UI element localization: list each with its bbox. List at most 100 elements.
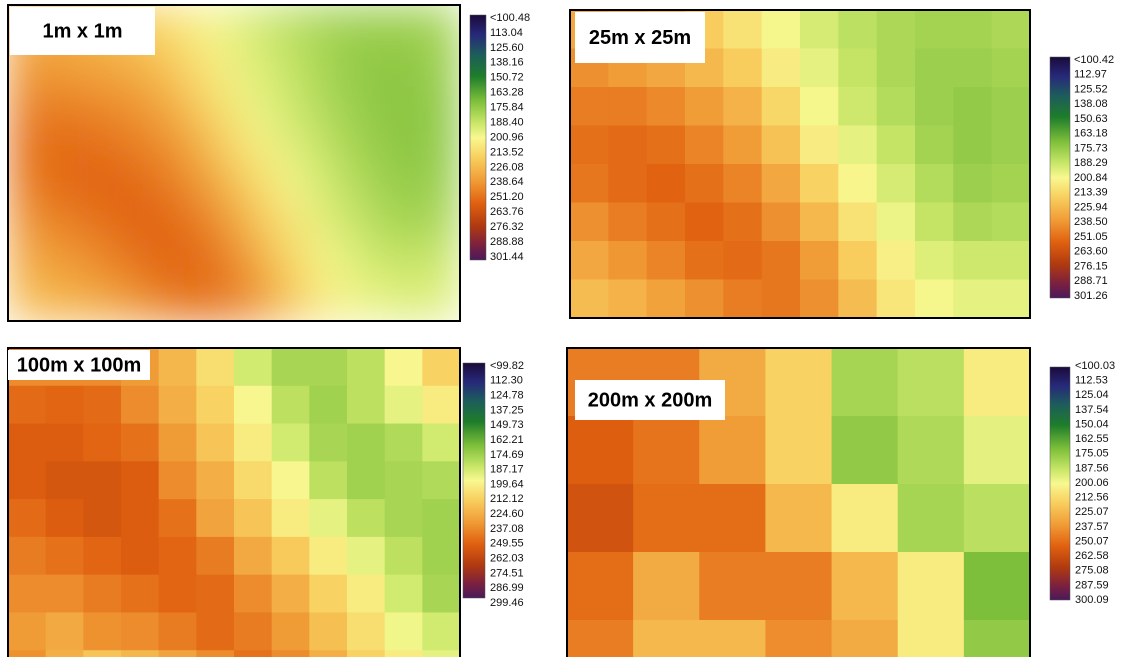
raster-cell bbox=[121, 650, 159, 657]
raster-cell bbox=[633, 620, 700, 657]
legend-label: 138.16 bbox=[490, 57, 524, 69]
legend-label: 288.88 bbox=[490, 236, 524, 248]
legend-label: 112.30 bbox=[490, 375, 523, 387]
raster-cell bbox=[196, 348, 234, 386]
raster-cell bbox=[838, 203, 877, 242]
raster-cell bbox=[121, 163, 159, 203]
raster-cell bbox=[46, 537, 84, 575]
raster-cell bbox=[877, 10, 916, 49]
raster-cell bbox=[898, 552, 965, 621]
raster-cell bbox=[8, 499, 46, 537]
legend-label: 263.60 bbox=[1074, 246, 1108, 258]
raster-cell bbox=[8, 84, 46, 124]
raster-cell bbox=[723, 87, 762, 126]
raster-cell bbox=[309, 537, 347, 575]
legend-label: <100.03 bbox=[1075, 360, 1115, 372]
raster-cell bbox=[838, 241, 877, 280]
legend-label: 251.20 bbox=[490, 191, 524, 203]
raster-cell bbox=[385, 424, 423, 462]
raster-cell bbox=[953, 49, 992, 88]
raster-cell bbox=[570, 126, 609, 165]
raster-cell bbox=[46, 124, 84, 164]
raster-cell bbox=[385, 203, 423, 243]
raster-cell bbox=[898, 484, 965, 553]
raster-cell bbox=[992, 241, 1031, 280]
raster-cell bbox=[159, 203, 197, 243]
legend-label: 225.94 bbox=[1074, 201, 1108, 213]
raster-cell bbox=[347, 575, 385, 613]
raster-cell bbox=[347, 461, 385, 499]
raster-cell bbox=[385, 5, 423, 45]
legend-label: 175.05 bbox=[1075, 448, 1109, 460]
raster-cell bbox=[567, 620, 634, 657]
raster-cell bbox=[159, 124, 197, 164]
raster-cell bbox=[83, 203, 121, 243]
raster-cell bbox=[838, 164, 877, 203]
raster-cell bbox=[915, 87, 954, 126]
raster-cell bbox=[159, 282, 197, 322]
raster-cell bbox=[83, 537, 121, 575]
legend-label: <100.48 bbox=[490, 12, 530, 24]
raster-cell bbox=[196, 203, 234, 243]
raster bbox=[8, 348, 461, 657]
raster-cell bbox=[159, 5, 197, 45]
raster-cell bbox=[800, 241, 839, 280]
raster-cell bbox=[385, 499, 423, 537]
raster-cell bbox=[647, 241, 686, 280]
raster-cell bbox=[567, 416, 634, 485]
raster-cell bbox=[762, 49, 801, 88]
raster-cell bbox=[422, 124, 460, 164]
legend-label: 276.15 bbox=[1074, 260, 1108, 272]
raster-cell bbox=[699, 484, 766, 553]
raster-cell bbox=[765, 416, 832, 485]
raster-cell bbox=[272, 650, 310, 657]
raster-cell bbox=[83, 424, 121, 462]
raster-cell bbox=[877, 126, 916, 165]
raster-cell bbox=[196, 575, 234, 613]
raster-cell bbox=[915, 203, 954, 242]
raster-cell bbox=[685, 241, 724, 280]
raster-cell bbox=[915, 164, 954, 203]
raster-cell bbox=[8, 124, 46, 164]
raster-cell bbox=[608, 126, 647, 165]
raster-cell bbox=[8, 282, 46, 322]
legend-label: 212.56 bbox=[1075, 492, 1109, 504]
legend-label: 226.08 bbox=[490, 161, 524, 173]
raster-cell bbox=[309, 84, 347, 124]
raster-cell bbox=[964, 416, 1031, 485]
raster-cell bbox=[915, 10, 954, 49]
raster-cell bbox=[765, 348, 832, 417]
legend-bar bbox=[463, 363, 485, 598]
raster-cell bbox=[347, 203, 385, 243]
raster-cell bbox=[347, 348, 385, 386]
raster-cell bbox=[309, 163, 347, 203]
raster-cell bbox=[422, 537, 460, 575]
legend-label: 175.84 bbox=[490, 102, 524, 114]
raster-cell bbox=[608, 164, 647, 203]
raster-cell bbox=[159, 163, 197, 203]
panel-title: 200m x 200m bbox=[588, 389, 713, 411]
raster-cell bbox=[272, 124, 310, 164]
raster-cell bbox=[608, 280, 647, 319]
legend-bar bbox=[1050, 367, 1070, 600]
raster-cell bbox=[272, 203, 310, 243]
raster-cell bbox=[685, 280, 724, 319]
raster-cell bbox=[309, 348, 347, 386]
raster-cell bbox=[234, 424, 272, 462]
raster-cell bbox=[234, 386, 272, 424]
raster-cell bbox=[196, 45, 234, 85]
legend-label: 125.04 bbox=[1075, 389, 1109, 401]
raster-cell bbox=[953, 164, 992, 203]
raster-cell bbox=[898, 620, 965, 657]
raster-cell bbox=[196, 5, 234, 45]
raster-cell bbox=[992, 126, 1031, 165]
legend-label: 238.50 bbox=[1074, 216, 1108, 228]
legend-label: 300.09 bbox=[1075, 594, 1109, 606]
raster-cell bbox=[121, 84, 159, 124]
raster-cell bbox=[385, 124, 423, 164]
raster-cell bbox=[800, 280, 839, 319]
legend-label: <100.42 bbox=[1074, 54, 1114, 66]
raster-cell bbox=[723, 280, 762, 319]
raster-cell bbox=[46, 650, 84, 657]
raster-cell bbox=[347, 282, 385, 322]
